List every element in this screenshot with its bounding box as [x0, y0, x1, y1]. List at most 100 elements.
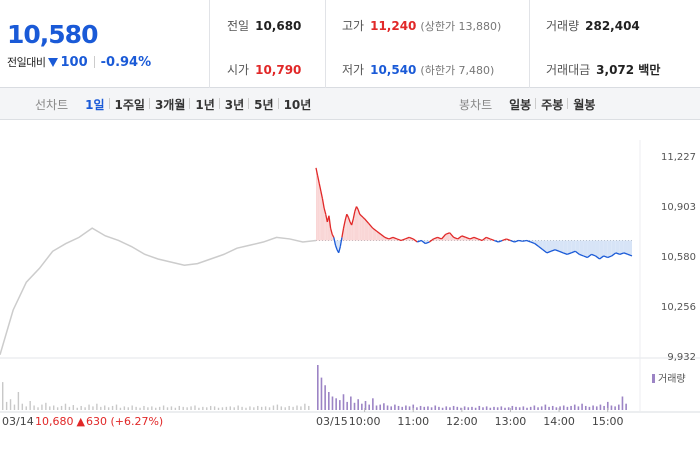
period-5y[interactable]: 5년: [248, 96, 278, 113]
today-volume-bar: [342, 394, 345, 410]
change-percent: -0.94%: [100, 54, 152, 70]
today-line-up-segment: [469, 236, 475, 240]
period-1d[interactable]: 1일: [85, 98, 105, 112]
prev-day-volume-bar: [53, 405, 55, 410]
prev-day-volume-bar: [60, 405, 63, 410]
candle-daily[interactable]: 일봉: [509, 98, 532, 112]
today-line-down-segment: [546, 250, 552, 254]
today-volume-bar: [577, 406, 580, 410]
today-volume-bar: [526, 407, 528, 410]
prev-close-value: 10,680: [255, 19, 302, 33]
period-3y[interactable]: 3년: [218, 96, 249, 113]
today-volume-bar: [346, 401, 348, 410]
down-area-fill: [611, 240, 616, 256]
today-line-up-segment: [465, 236, 471, 240]
candle-monthly[interactable]: 월봉: [567, 96, 600, 113]
today-volume-bar: [441, 407, 444, 410]
today-line-up-segment: [408, 236, 414, 240]
prev-day-volume-bar: [135, 406, 137, 410]
today-line-down-segment: [518, 239, 523, 242]
prev-day-volume-bar: [131, 405, 133, 410]
high-label: 고가: [342, 19, 365, 33]
today-line-down-segment: [534, 243, 540, 248]
today-volume-bar: [408, 406, 411, 410]
down-area-fill: [555, 240, 560, 252]
prev-day-volume-bar: [217, 407, 220, 410]
prev-day-volume-bar: [233, 407, 235, 410]
period-1y[interactable]: 1년: [189, 96, 219, 113]
prev-day-volume-bar: [45, 402, 47, 410]
down-area-fill: [559, 240, 564, 253]
today-line-up-segment: [449, 232, 455, 238]
today-volume-bar: [460, 407, 462, 410]
prev-day-volume-bar: [5, 401, 8, 410]
today-line-down-segment: [538, 246, 544, 251]
period-3m[interactable]: 3개월: [148, 96, 190, 113]
today-line-up-segment: [412, 238, 418, 243]
up-area-fill: [346, 214, 349, 241]
volume-legend-swatch: [652, 374, 655, 383]
prev-day-volume-bar: [194, 405, 196, 410]
down-area-fill: [591, 240, 596, 256]
today-volume-bar: [427, 406, 429, 410]
prev-day-volume-bar: [288, 405, 290, 410]
today-volume-bar: [383, 403, 385, 410]
down-area-fill: [619, 240, 624, 255]
today-line-up-segment: [433, 236, 438, 240]
today-volume-bar: [405, 405, 407, 410]
up-arrow-icon: ▲: [77, 415, 86, 428]
today-line-down-segment: [574, 250, 580, 255]
up-area-fill: [506, 238, 511, 241]
today-volume-bar: [551, 405, 554, 410]
today-volume-bar: [452, 405, 455, 410]
today-volume-bar: [584, 405, 587, 410]
today-line-down-segment: [334, 244, 338, 250]
period-10y[interactable]: 10년: [277, 96, 317, 113]
up-area-fill: [361, 215, 363, 241]
change-label: 전일대비: [7, 56, 46, 69]
up-area-fill: [322, 198, 325, 241]
up-area-fill: [324, 208, 326, 241]
prev-day-volume-bar: [276, 404, 279, 410]
prev-day-volume-bar: [296, 405, 298, 410]
up-area-fill: [362, 217, 365, 241]
today-volume-bar: [595, 406, 598, 410]
prev-day-volume-bar: [182, 406, 184, 410]
today-line-up-segment: [355, 206, 359, 210]
volume-label: 거래량: [546, 19, 580, 33]
y-tick-label: 10,580: [661, 252, 696, 263]
today-line-up-segment: [342, 220, 346, 229]
prev-day-volume-bar: [237, 405, 239, 410]
today-volume-bar: [456, 406, 459, 410]
up-area-fill: [348, 217, 351, 241]
today-line-up-segment: [461, 235, 467, 238]
divider: [93, 56, 95, 68]
period-1w[interactable]: 1주일: [108, 96, 150, 113]
today-volume-bar: [581, 403, 583, 410]
low-row: 저가 10,540 (하한가 7,480): [342, 61, 494, 78]
today-volume-bar: [331, 396, 334, 410]
today-line-down-segment: [339, 237, 343, 247]
prev-day-label: 03/14: [2, 415, 34, 428]
prev-day-volume-bar: [139, 407, 141, 410]
today-line-up-segment: [453, 236, 459, 240]
volume-row: 거래량 282,404: [546, 17, 640, 34]
today-line-up-segment: [357, 209, 361, 215]
prev-day-volume-bar: [304, 403, 306, 410]
prev-day-volume-bar: [64, 403, 67, 410]
up-area-fill: [445, 232, 450, 241]
prev-day-volume-bar: [209, 405, 212, 410]
candle-weekly[interactable]: 주봉: [535, 96, 568, 113]
today-volume-bar: [482, 407, 484, 410]
today-line-up-segment: [384, 236, 390, 240]
prev-day-volume-bar: [96, 403, 98, 410]
prev-day-volume-bar: [202, 406, 204, 410]
today-volume-bar: [317, 365, 319, 410]
stat-column-2: 고가 11,240 (상한가 13,880) 저가 10,540 (하한가 7,480): [326, 0, 530, 88]
down-area-fill: [571, 240, 576, 253]
today-line-up-segment: [477, 238, 483, 242]
today-volume-bar: [511, 405, 514, 410]
today-line-up-segment: [362, 216, 366, 220]
prev-day-volume-bar: [111, 405, 114, 410]
x-tick-label: 12:00: [446, 415, 478, 428]
